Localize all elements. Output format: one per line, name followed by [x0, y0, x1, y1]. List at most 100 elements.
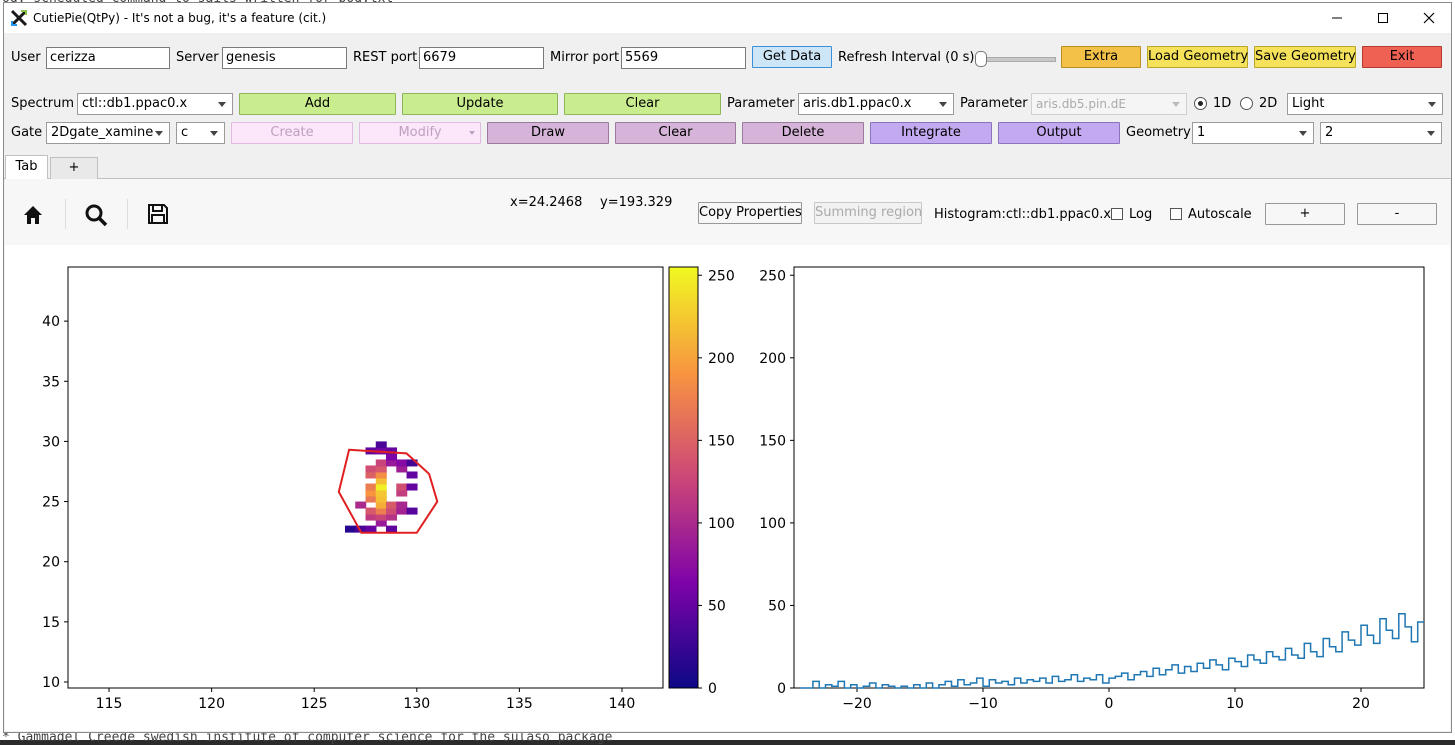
histogram-y-tick-label: 200 [759, 351, 786, 367]
heatmap-cell [344, 525, 356, 533]
colorbar-tick-label: 150 [708, 433, 735, 449]
log-checkbox[interactable] [1111, 208, 1123, 220]
heatmap-cell [386, 525, 398, 533]
exit-button[interactable]: Exit [1362, 46, 1442, 68]
heatmap-cell [396, 465, 408, 473]
heatmap-x-tick-label: 115 [96, 696, 123, 712]
geometry-rows-select[interactable]: 1 [1192, 122, 1314, 144]
heatmap-y-tick-label: 30 [42, 434, 60, 450]
histogram-x-tick-label: 0 [1105, 696, 1114, 712]
heatmap-cell [375, 459, 387, 467]
colorbar-tick-label: 0 [708, 681, 717, 697]
clear-gate-button[interactable]: Clear [615, 122, 736, 144]
draw-gate-button[interactable]: Draw [487, 122, 609, 144]
heatmap-cells [344, 441, 418, 533]
heatmap-cell [375, 507, 387, 515]
save-icon[interactable] [147, 203, 169, 225]
parameter2-select-value: aris.db5.pin.dE [1036, 97, 1126, 111]
heatmap-cell [386, 447, 398, 455]
heatmap-cell [365, 483, 377, 491]
refresh-slider-track[interactable] [976, 57, 1056, 62]
parameter1-select[interactable]: aris.db1.ppac0.x [798, 93, 954, 115]
user-input[interactable]: cerizza [46, 47, 170, 69]
close-button[interactable] [1406, 3, 1451, 33]
radio-2d[interactable] [1240, 97, 1253, 110]
create-gate-button[interactable]: Create [231, 122, 353, 144]
summing-region-button[interactable]: Summing region [814, 202, 922, 224]
heatmap-cell [396, 459, 408, 467]
heatmap-y-tick-label: 20 [42, 555, 60, 571]
spectrum-select-value: ctl::db1.ppac0.x [82, 96, 188, 111]
parameter2-select[interactable]: aris.db5.pin.dE [1031, 93, 1187, 115]
colorbar-tick-label: 50 [708, 598, 726, 614]
heatmap-cell [375, 495, 387, 503]
histogram-series-line [800, 612, 1424, 689]
autoscale-checkbox[interactable] [1170, 208, 1182, 220]
refresh-slider-handle[interactable] [975, 51, 987, 67]
save-geometry-button[interactable]: Save Geometry [1254, 46, 1356, 68]
gate-type-select[interactable]: c [176, 122, 225, 144]
tab-main[interactable]: Tab [5, 155, 48, 179]
user-label: User [11, 50, 41, 65]
geometry-cols-select[interactable]: 2 [1320, 122, 1442, 144]
main-window: CutiePie(QtPy) - It's not a bug, it's a … [3, 2, 1452, 733]
heatmap-cell [396, 507, 408, 515]
zoom-in-button[interactable]: + [1265, 203, 1345, 225]
spectrum-select[interactable]: ctl::db1.ppac0.x [77, 93, 233, 115]
heatmap-y-tick-label: 25 [42, 495, 60, 511]
minimize-icon [1332, 17, 1342, 19]
heatmap-x-tick-label: 140 [609, 696, 636, 712]
maximize-icon [1378, 13, 1388, 23]
copy-properties-button[interactable]: Copy Properties [698, 202, 802, 224]
rest-port-input[interactable]: 6679 [419, 47, 544, 69]
radio-1d[interactable] [1194, 97, 1207, 110]
heatmap-cell [406, 459, 418, 467]
modify-gate-label: Modify [398, 125, 442, 140]
load-geometry-button[interactable]: Load Geometry [1147, 46, 1248, 68]
heatmap-cell [406, 507, 418, 515]
tab-add[interactable]: + [50, 157, 98, 179]
mirror-port-input[interactable]: 5569 [621, 47, 746, 69]
get-data-button[interactable]: Get Data [752, 46, 832, 68]
zoom-out-button[interactable]: - [1357, 203, 1437, 225]
log-label: Log [1129, 207, 1153, 222]
y-coordinate-readout: y=193.329 [600, 195, 673, 210]
chevron-down-icon [210, 131, 218, 136]
heatmap-cell [375, 477, 387, 485]
heatmap-cell [365, 489, 377, 497]
theme-select[interactable]: Light [1287, 93, 1443, 115]
minimize-button[interactable] [1314, 3, 1360, 33]
gate-select[interactable]: 2Dgate_xamine [46, 122, 170, 144]
heatmap-cell [396, 483, 408, 491]
extra-button[interactable]: Extra [1061, 46, 1141, 68]
x-coordinate-readout: x=24.2468 [510, 195, 583, 210]
server-label: Server [176, 50, 219, 65]
modify-gate-button[interactable]: Modify [359, 122, 481, 144]
gate-polygon [337, 448, 439, 534]
add-button[interactable]: Add [239, 93, 396, 115]
colorbar-tick-label: 250 [708, 268, 735, 284]
window-title: CutiePie(QtPy) - It's not a bug, it's a … [33, 11, 327, 25]
chevron-down-icon [218, 102, 226, 107]
heatmap-cell [396, 489, 408, 497]
update-button[interactable]: Update [402, 93, 558, 115]
chevron-down-icon [1428, 102, 1436, 107]
radio-2d-label: 2D [1259, 96, 1278, 111]
output-button[interactable]: Output [998, 122, 1120, 144]
spectrum-label: Spectrum [11, 96, 74, 111]
home-icon[interactable] [22, 204, 44, 226]
server-input[interactable]: genesis [222, 47, 347, 69]
integrate-button[interactable]: Integrate [870, 122, 992, 144]
maximize-button[interactable] [1360, 3, 1406, 33]
clear-spectrum-button[interactable]: Clear [564, 93, 721, 115]
heatmap-cell [386, 513, 398, 521]
delete-gate-button[interactable]: Delete [742, 122, 864, 144]
geometry-cols-value: 2 [1325, 125, 1334, 140]
search-icon[interactable] [84, 203, 108, 227]
histogram-y-tick-label: 0 [777, 681, 786, 697]
heatmap-cell [375, 465, 387, 473]
heatmap-cell [365, 495, 377, 503]
histogram-y-tick-label: 100 [759, 516, 786, 532]
plots-svg[interactable]: 115 120 125 130 135 1401015202530354005010015… [5, 245, 1450, 731]
heatmap-y-tick-label: 35 [42, 374, 60, 390]
